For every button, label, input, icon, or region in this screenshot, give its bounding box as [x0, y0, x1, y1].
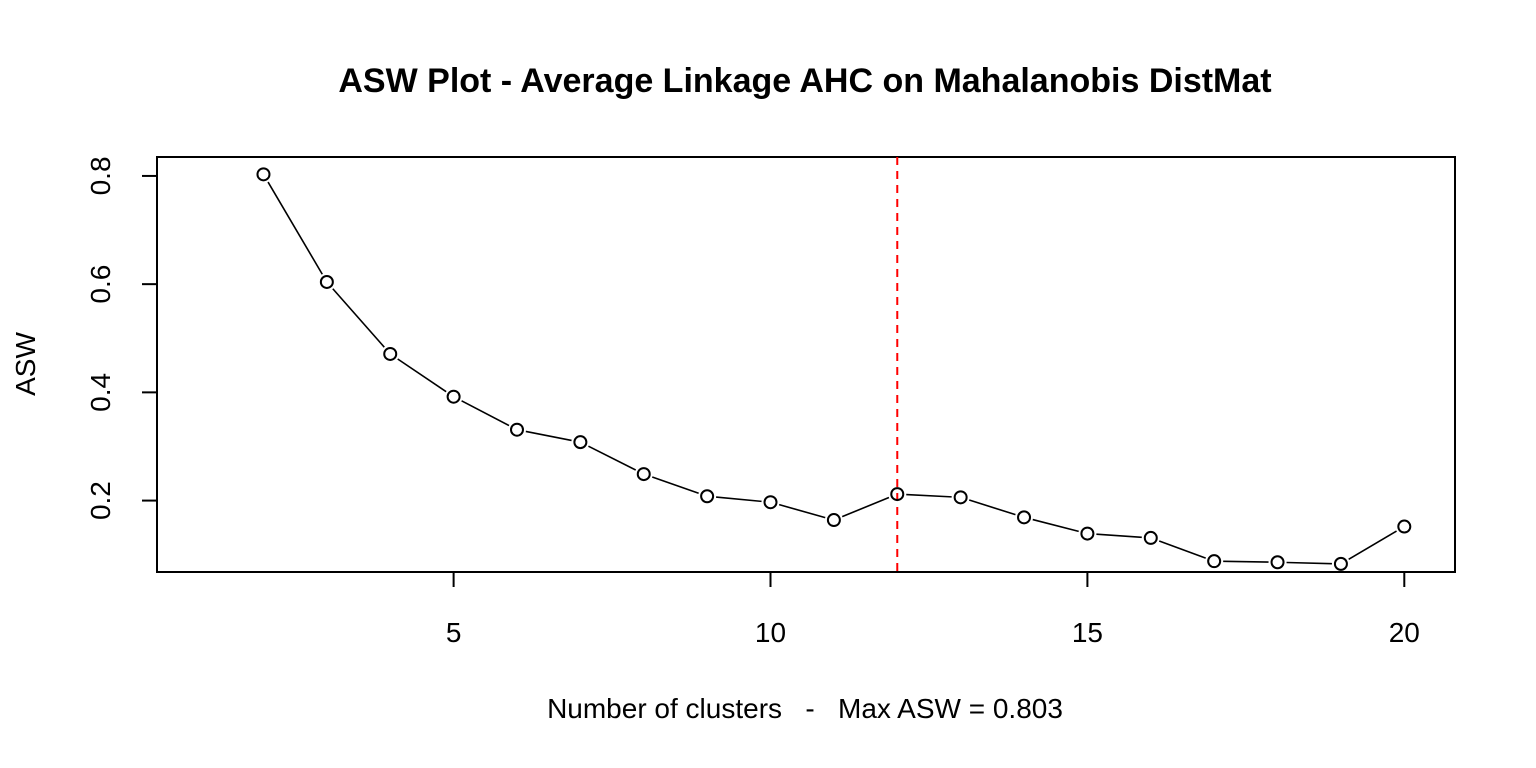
series-segment	[1096, 533, 1142, 539]
data-point	[700, 489, 715, 504]
data-point	[446, 389, 461, 404]
data-point	[1270, 555, 1285, 570]
data-point	[1080, 526, 1095, 541]
series-segment	[397, 358, 447, 393]
data-point	[890, 487, 905, 502]
data-point	[1333, 556, 1348, 571]
y-axis-label: ASW	[10, 332, 41, 396]
data-point	[763, 495, 778, 510]
series-segment	[332, 288, 385, 348]
y-tick-label: 0.8	[85, 156, 116, 195]
y-axis: 0.2 0.4 0.6 0.8	[85, 156, 157, 520]
x-tick-label: 10	[755, 617, 786, 648]
series-segment	[651, 476, 699, 495]
data-point	[1397, 519, 1412, 534]
series-points-layer	[256, 167, 1412, 571]
data-point	[383, 346, 398, 361]
series-segment	[1032, 518, 1079, 533]
x-tick-label: 15	[1072, 617, 1103, 648]
y-tick-label: 0.2	[85, 481, 116, 520]
series-segment	[1223, 560, 1269, 563]
data-point	[256, 167, 271, 182]
series-segment	[588, 445, 637, 471]
series-segment	[778, 503, 826, 519]
data-point	[636, 467, 651, 482]
data-point	[319, 274, 334, 289]
series-segment	[525, 430, 572, 442]
series-segment	[906, 493, 952, 498]
y-tick-label: 0.6	[85, 265, 116, 304]
data-point	[573, 435, 588, 450]
series-segment	[461, 400, 510, 427]
series-segment	[1158, 540, 1206, 559]
data-point	[1017, 510, 1032, 525]
x-tick-label: 5	[446, 617, 462, 648]
y-tick-label: 0.4	[85, 373, 116, 412]
series-segment	[716, 496, 762, 503]
series-segment	[1286, 561, 1332, 565]
x-axis: 5 10 15 20	[446, 571, 1420, 648]
series-line-layer	[267, 181, 1397, 565]
data-point	[1207, 554, 1222, 569]
chart-title: ASW Plot - Average Linkage AHC on Mahala…	[338, 62, 1271, 100]
series-segment	[841, 496, 890, 518]
x-tick-label: 20	[1389, 617, 1420, 648]
data-point	[1143, 530, 1158, 545]
data-point	[509, 422, 524, 437]
data-point	[826, 513, 841, 528]
data-point	[953, 490, 968, 505]
series-segment	[968, 499, 1016, 516]
series-segment	[267, 181, 323, 275]
plot-frame	[156, 156, 1456, 573]
x-axis-label: Number of clusters - Max ASW = 0.803	[547, 693, 1063, 724]
series-segment	[1348, 530, 1397, 561]
